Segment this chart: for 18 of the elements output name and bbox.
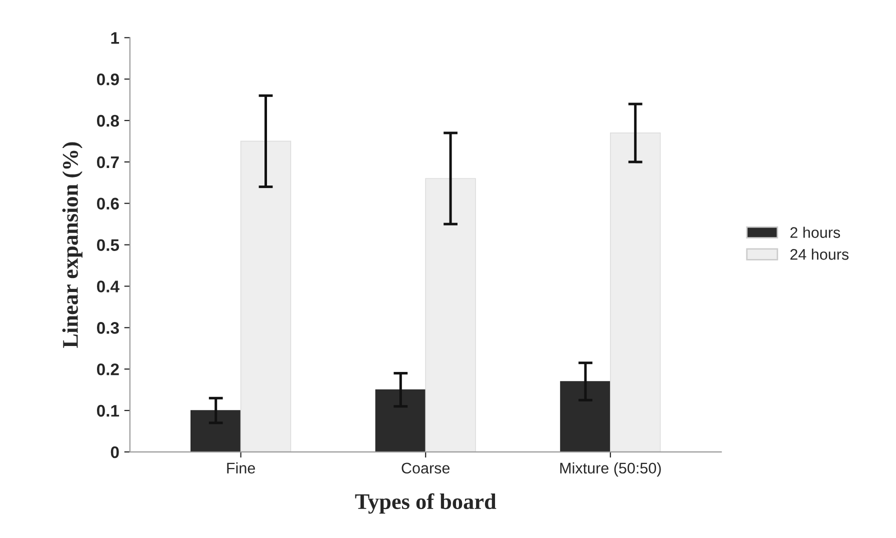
y-tick-label: 0.8 [96,114,119,127]
legend-label: 24 hours [790,248,849,260]
y-tick-label: 0.9 [96,73,119,86]
y-tick-label: 0 [110,446,119,458]
x-tick-label: Fine [227,462,255,474]
y-tick-label: 0.6 [96,198,119,210]
legend-label: 2 hours [790,226,840,238]
y-tick-label: 1 [111,32,120,44]
x-tick-label: Mixture (50:50) [560,462,661,477]
x-axis-title: Types of board [355,493,496,514]
y-tick-label: 0.5 [96,239,120,251]
y-tick-label: 0.2 [96,363,119,376]
y-tick-label: 0.1 [96,404,120,417]
x-tick-label: Coarse [402,462,450,474]
y-tick-label: 0.4 [96,280,120,292]
y-tick-label: 0.3 [96,322,119,334]
y-axis-title: Linear expansion (%) [62,142,82,348]
y-tick-label: 0.7 [96,156,119,168]
